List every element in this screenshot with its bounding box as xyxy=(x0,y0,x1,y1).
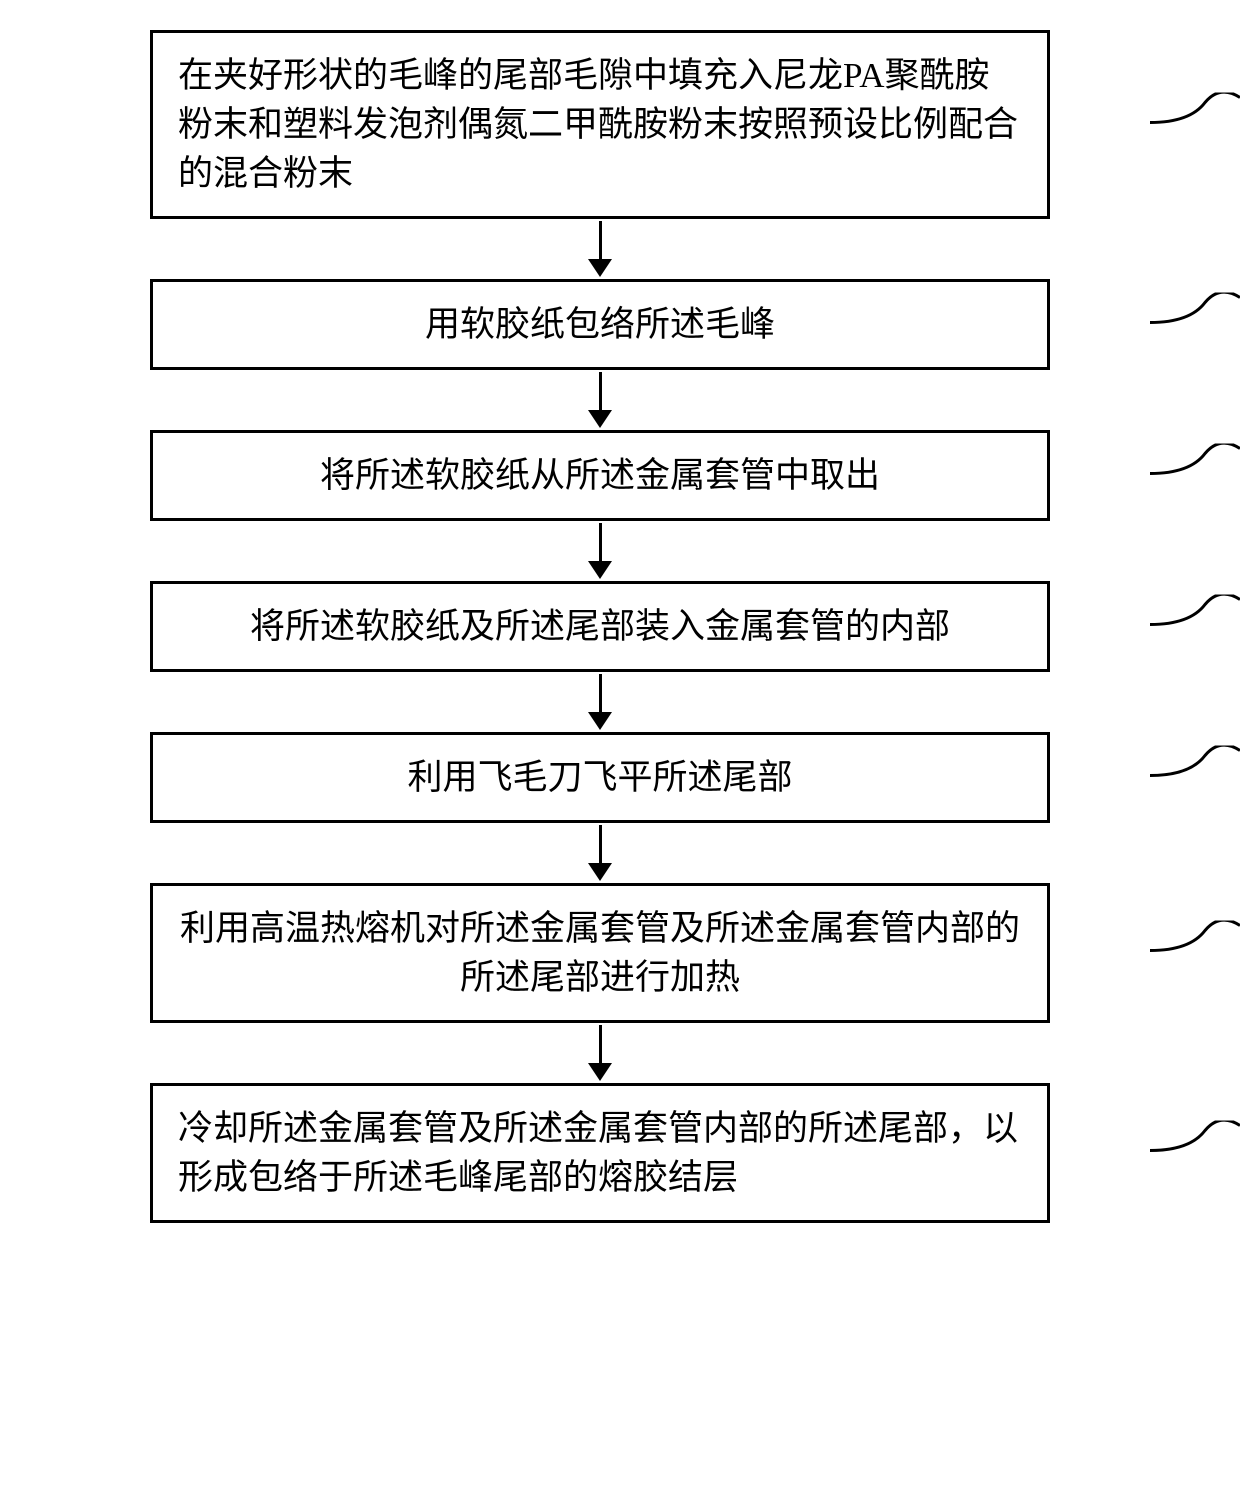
step-wrapper-s2: 用软胶纸包络所述毛峰 S2 xyxy=(50,279,1150,370)
step-text-s2: 用软胶纸包络所述毛峰 xyxy=(425,300,775,349)
step-wrapper-s3: 将所述软胶纸从所述金属套管中取出 S3 xyxy=(50,430,1150,521)
step-box-s5: 利用飞毛刀飞平所述尾部 xyxy=(150,732,1050,823)
step-box-s1: 在夹好形状的毛峰的尾部毛隙中填充入尼龙PA聚酰胺粉末和塑料发泡剂偶氮二甲酰胺粉末… xyxy=(150,30,1050,219)
flowchart-container: 在夹好形状的毛峰的尾部毛隙中填充入尼龙PA聚酰胺粉末和塑料发泡剂偶氮二甲酰胺粉末… xyxy=(50,30,1150,1223)
connector-curve-icon xyxy=(1150,292,1240,352)
arrow-icon xyxy=(588,825,612,881)
arrow-s1-s2 xyxy=(150,219,1050,279)
step-text-s6: 利用高温热熔机对所述金属套管及所述金属套管内部的所述尾部进行加热 xyxy=(178,904,1022,1002)
connector-curve-icon xyxy=(1150,745,1240,805)
label-connector-s7: S7 xyxy=(1150,1121,1240,1186)
arrow-s2-s3 xyxy=(150,370,1050,430)
connector-curve-icon xyxy=(1150,443,1240,503)
connector-curve-icon xyxy=(1150,92,1240,152)
step-wrapper-s4: 将所述软胶纸及所述尾部装入金属套管的内部 S4 xyxy=(50,581,1150,672)
step-text-s4: 将所述软胶纸及所述尾部装入金属套管的内部 xyxy=(250,602,950,651)
step-text-s1: 在夹好形状的毛峰的尾部毛隙中填充入尼龙PA聚酰胺粉末和塑料发泡剂偶氮二甲酰胺粉末… xyxy=(178,51,1022,198)
step-box-s3: 将所述软胶纸从所述金属套管中取出 xyxy=(150,430,1050,521)
arrow-icon xyxy=(588,372,612,428)
step-wrapper-s5: 利用飞毛刀飞平所述尾部 S5 xyxy=(50,732,1150,823)
step-wrapper-s6: 利用高温热熔机对所述金属套管及所述金属套管内部的所述尾部进行加热 S6 xyxy=(50,883,1150,1023)
step-text-s3: 将所述软胶纸从所述金属套管中取出 xyxy=(320,451,880,500)
connector-curve-icon xyxy=(1150,921,1240,981)
label-connector-s4: S4 xyxy=(1150,594,1240,659)
step-box-s2: 用软胶纸包络所述毛峰 xyxy=(150,279,1050,370)
step-box-s7: 冷却所述金属套管及所述金属套管内部的所述尾部，以形成包络于所述毛峰尾部的熔胶结层 xyxy=(150,1083,1050,1223)
label-connector-s5: S5 xyxy=(1150,745,1240,810)
arrow-icon xyxy=(588,523,612,579)
arrow-s3-s4 xyxy=(150,521,1050,581)
arrow-s6-s7 xyxy=(150,1023,1050,1083)
arrow-icon xyxy=(588,221,612,277)
arrow-icon xyxy=(588,1025,612,1081)
step-text-s5: 利用飞毛刀飞平所述尾部 xyxy=(407,753,792,802)
connector-curve-icon xyxy=(1150,594,1240,654)
arrow-s4-s5 xyxy=(150,672,1050,732)
step-text-s7: 冷却所述金属套管及所述金属套管内部的所述尾部，以形成包络于所述毛峰尾部的熔胶结层 xyxy=(178,1104,1022,1202)
step-wrapper-s7: 冷却所述金属套管及所述金属套管内部的所述尾部，以形成包络于所述毛峰尾部的熔胶结层… xyxy=(50,1083,1150,1223)
arrow-icon xyxy=(588,674,612,730)
label-connector-s2: S2 xyxy=(1150,292,1240,357)
step-box-s6: 利用高温热熔机对所述金属套管及所述金属套管内部的所述尾部进行加热 xyxy=(150,883,1050,1023)
step-wrapper-s1: 在夹好形状的毛峰的尾部毛隙中填充入尼龙PA聚酰胺粉末和塑料发泡剂偶氮二甲酰胺粉末… xyxy=(50,30,1150,219)
label-connector-s6: S6 xyxy=(1150,921,1240,986)
step-box-s4: 将所述软胶纸及所述尾部装入金属套管的内部 xyxy=(150,581,1050,672)
label-connector-s3: S3 xyxy=(1150,443,1240,508)
arrow-s5-s6 xyxy=(150,823,1050,883)
label-connector-s1: S1 xyxy=(1150,92,1240,157)
connector-curve-icon xyxy=(1150,1121,1240,1181)
